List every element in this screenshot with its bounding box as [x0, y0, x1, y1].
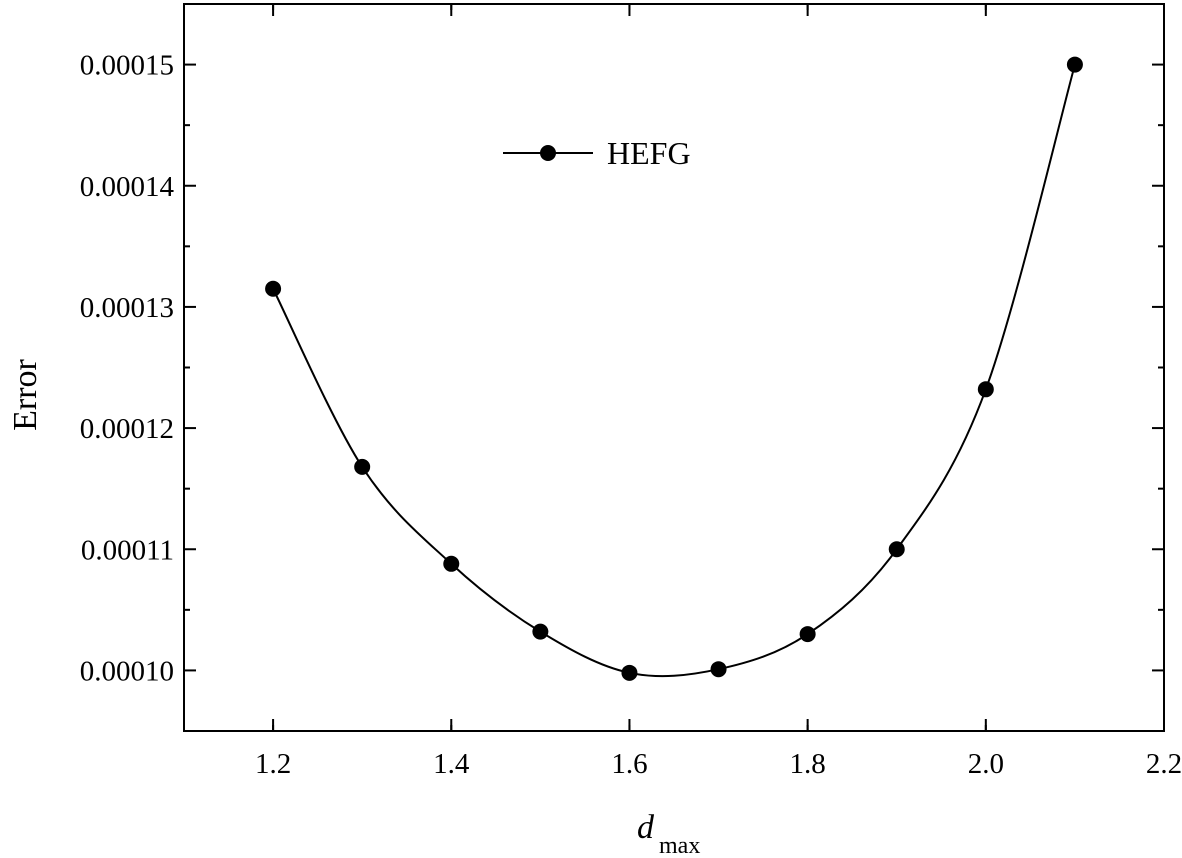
legend: HEFG [503, 135, 691, 171]
plot-frame [183, 3, 1165, 732]
y-tick-label: 0.00011 [81, 534, 174, 566]
x-tick-label: 2.2 [1146, 748, 1182, 780]
data-point [977, 381, 994, 398]
data-point [621, 664, 638, 681]
x-axis-title-main: d [637, 809, 655, 846]
x-tick-label: 1.6 [611, 748, 647, 780]
y-tick-labels: 0.00010 0.00011 0.00012 0.00013 0.00014 0.000… [80, 50, 175, 688]
data-point [265, 280, 282, 297]
x-tick-labels: 1.2 1.4 1.6 1.8 2.0 2.2 [255, 748, 1182, 780]
data-point [710, 661, 727, 678]
y-tick-label: 0.00013 [80, 292, 174, 324]
y-tick-label: 0.00010 [80, 655, 174, 687]
legend-label: HEFG [607, 135, 691, 171]
series-layer [265, 56, 1083, 681]
data-point [1066, 56, 1083, 73]
y-tick-label: 0.00015 [80, 50, 174, 82]
data-point [888, 541, 905, 558]
data-point [799, 626, 816, 643]
y-tick-label: 0.00014 [80, 171, 175, 203]
x-axis-title-sub: max [659, 833, 700, 858]
axis-ticks [184, 4, 1165, 731]
data-point [443, 555, 460, 572]
x-tick-label: 1.8 [790, 748, 826, 780]
data-point [532, 623, 549, 640]
x-axis-title: d max [637, 809, 700, 858]
x-tick-label: 1.4 [433, 748, 470, 780]
data-point [354, 458, 371, 475]
plot-area [183, 3, 1165, 732]
legend-marker [540, 145, 556, 161]
x-tick-label: 1.2 [255, 748, 291, 780]
y-tick-label: 0.00012 [80, 413, 174, 445]
y-axis-title: Error [7, 358, 44, 430]
x-tick-label: 2.0 [968, 748, 1004, 780]
